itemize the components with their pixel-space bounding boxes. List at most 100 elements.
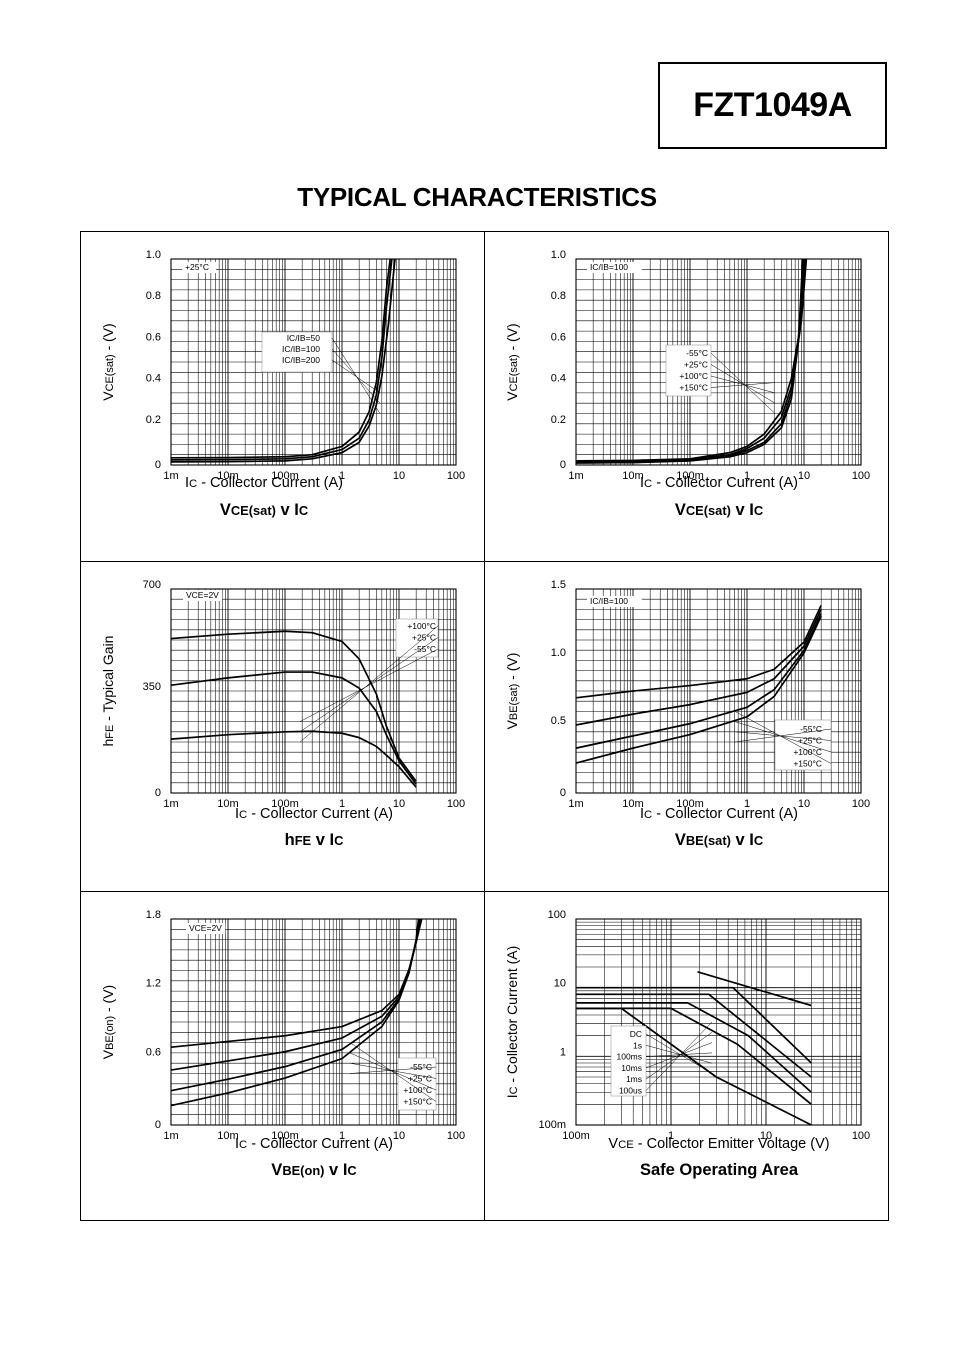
legend-leader-line (299, 637, 439, 733)
legend-box (261, 331, 333, 373)
chart-vcesat: 1m 10m 100m 1 10 100 0 0.2 0.4 0.6 0.8 1.0 IC - Coll… (100, 249, 465, 519)
plot-border (170, 258, 457, 466)
legend-entry: +25°C (412, 633, 436, 643)
x-tick-label: 10 (393, 470, 405, 482)
legend-leader-line (299, 648, 439, 722)
y-tick-label: 0.8 (146, 290, 161, 302)
x-tick-label: 1 (744, 470, 750, 482)
legend-entry: 100us (619, 1086, 642, 1096)
legend-entry: -55°C (800, 724, 822, 734)
legend-entry: +25°C (408, 1074, 432, 1084)
page-heading: TYPICAL CHARACTERISTICS (297, 182, 657, 212)
chart-title: VBE(sat) v IC (675, 831, 763, 849)
y-axis-label: VBE(sat) - (V) (504, 653, 520, 730)
part-number-box: FZT1049A (658, 62, 887, 149)
legend-leader-line (645, 1045, 713, 1064)
x-tick-label: 10m (217, 470, 238, 482)
series-line (170, 918, 422, 1071)
y-tick-label: 0 (560, 787, 566, 799)
legend-entry: +100°C (407, 621, 436, 631)
chart-vbeon: 1m 10m 100m 1 10 100 0 0.6 1.2 1.8 IC - Collector … (100, 909, 465, 1179)
series-line (575, 604, 822, 699)
plot-border (575, 918, 862, 1126)
x-axis-label: IC - Collector Current (A) (640, 806, 798, 822)
y-tick-label: 0.8 (551, 290, 566, 302)
condition-label-bg (587, 596, 642, 607)
legend-leader-line (645, 1021, 713, 1091)
series-line (576, 1002, 812, 1093)
y-tick-label: 0.2 (146, 414, 161, 426)
plot-border (575, 588, 862, 794)
legend-entry: 10ms (621, 1063, 642, 1073)
legend-leader-line (331, 348, 381, 404)
condition-label-bg (186, 923, 226, 934)
x-tick-label: 100 (447, 470, 465, 482)
x-tick-label: 1m (163, 470, 178, 482)
chart-grid-divider-vertical (484, 231, 485, 1221)
series-line (575, 258, 808, 462)
y-tick-label: 700 (143, 579, 161, 591)
y-tick-label: 1 (560, 1046, 566, 1058)
series-line (575, 609, 822, 726)
y-tick-label: 0.5 (551, 715, 566, 727)
legend-leader-line (734, 731, 832, 741)
x-tick-label: 1m (163, 798, 178, 810)
series-line (575, 258, 807, 463)
x-tick-label: 1 (339, 798, 345, 810)
x-tick-label: 100m (271, 798, 299, 810)
y-tick-label: 1.8 (146, 909, 161, 921)
x-tick-label: 10 (393, 1130, 405, 1142)
chart-grid (170, 588, 456, 794)
x-tick-label: 100 (447, 1130, 465, 1142)
legend-box (395, 618, 439, 658)
condition-label: IC/IB=100 (590, 596, 628, 606)
legend-box (397, 1057, 437, 1111)
legend-entry: +100°C (403, 1085, 432, 1095)
plot-border (170, 918, 457, 1126)
legend-entry: +150°C (403, 1097, 432, 1107)
y-axis-label: VCE(sat) - (V) (504, 323, 520, 400)
chart-hfe: 1m 10m 100m 1 10 100 0 350 700 IC - Collector Cur… (100, 579, 465, 849)
legend-box (774, 719, 832, 771)
x-tick-label: 10 (393, 798, 405, 810)
legend-entry: +100°C (793, 747, 822, 757)
legend-box (610, 1025, 647, 1097)
x-tick-label: 10 (798, 470, 810, 482)
legend-entry: +25°C (798, 736, 822, 746)
legend-leader-line (710, 364, 776, 404)
legend-entry: -55°C (414, 644, 436, 654)
y-tick-label: 1.5 (551, 579, 566, 591)
legend-leader-line (710, 352, 776, 414)
x-tick-label: 100m (676, 798, 704, 810)
condition-label-bg (182, 262, 216, 273)
x-axis-label: VCE - Collector Emitter Voltage (V) (608, 1136, 829, 1152)
y-tick-label: 0 (155, 459, 161, 471)
legend-entry: +25°C (684, 360, 708, 370)
legend-entry: IC/IB=200 (282, 355, 320, 365)
condition-label: +25°C (185, 262, 209, 272)
legend-entry: -55°C (686, 348, 708, 358)
legend-entry: +100°C (679, 371, 708, 381)
x-tick-label: 100 (852, 470, 870, 482)
chart-grid-divider-horizontal (80, 561, 889, 562)
x-tick-label: 1 (339, 470, 345, 482)
y-axis-label: hFE - Typical Gain (100, 636, 116, 747)
legend-leader-line (349, 1062, 437, 1079)
series-line (170, 258, 393, 461)
x-tick-label: 100 (852, 798, 870, 810)
y-tick-label: 0.6 (551, 331, 566, 343)
series-line (576, 1007, 812, 1126)
chart-grid (575, 258, 861, 466)
x-axis-label: IC - Collector Current (A) (640, 475, 798, 491)
x-tick-label: 100m (271, 1130, 299, 1142)
series-line (575, 615, 822, 764)
chart-title: Safe Operating Area (640, 1161, 799, 1179)
y-tick-label: 350 (143, 681, 161, 693)
x-tick-label: 100 (852, 1130, 870, 1142)
condition-label-bg (183, 590, 223, 601)
chart-title: VCE(sat) v IC (675, 501, 763, 519)
y-tick-label: 0 (155, 1119, 161, 1131)
legend-leader-line (299, 625, 439, 743)
chart-vcesat_temp: 1m 10m 100m 1 10 100 0 0.2 0.4 0.6 0.8 1.0 IC - Coll… (504, 249, 870, 519)
condition-label-bg (587, 262, 642, 273)
